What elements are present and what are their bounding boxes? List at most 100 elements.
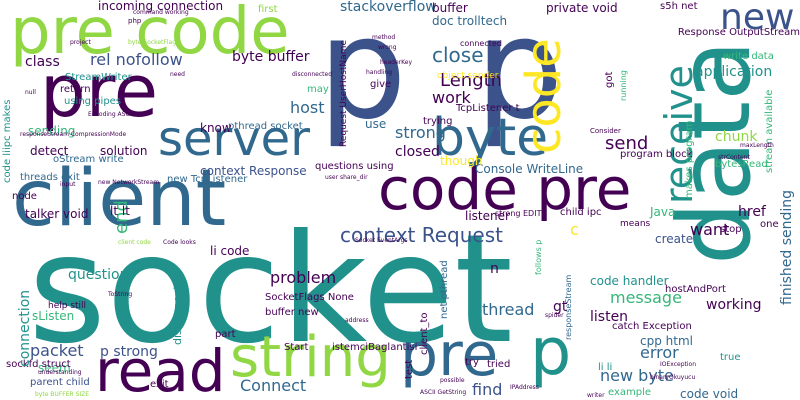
cloud-word-catch-exception: catch Exception xyxy=(612,321,692,332)
cloud-word-give: give xyxy=(370,79,392,90)
cloud-word-want: want xyxy=(690,220,730,239)
cloud-word-tried: tried xyxy=(487,359,511,370)
cloud-word-true: true xyxy=(720,352,741,363)
cloud-word-s5h-net: s5h net xyxy=(660,1,698,12)
cloud-word-context-request: context Request xyxy=(340,223,503,247)
cloud-word-understanding: understanding xyxy=(38,369,82,376)
cloud-word-possible: possible xyxy=(440,377,465,384)
cloud-word-hostandport: hostAndPort xyxy=(665,284,726,295)
cloud-word-thread: thread xyxy=(482,300,535,319)
cloud-word-tostring: ToString xyxy=(108,291,133,298)
cloud-word-code-pre: code pre xyxy=(378,155,632,223)
cloud-word-project: project xyxy=(70,39,91,46)
cloud-word-istemcibaglantisi: istemciBaglantisi xyxy=(332,342,418,353)
cloud-word-ipc-makes: ipc makes xyxy=(2,99,13,150)
cloud-word-null: null xyxy=(25,89,36,96)
cloud-word-means: means xyxy=(620,219,651,229)
cloud-word-follows-p: follows p xyxy=(534,239,543,275)
cloud-word-strcontent: strContent xyxy=(718,154,750,161)
cloud-word-message: message xyxy=(610,288,682,307)
cloud-word-responsestream-compressionmode: responseStream CompressionMode xyxy=(20,131,127,138)
cloud-word-consider: Consider xyxy=(590,127,621,135)
cloud-word-class: class xyxy=(25,54,60,70)
cloud-word-code-li: code li xyxy=(2,150,13,183)
cloud-word-request-userhostname: Request UserHostName xyxy=(339,40,349,147)
cloud-word-encoding-ascii: Encoding ASCII xyxy=(88,111,134,118)
cloud-word-buffer: buffer xyxy=(432,1,468,15)
cloud-word-cpp-html: cpp html xyxy=(640,334,693,348)
cloud-word-headerkey: headerKey xyxy=(380,59,413,66)
cloud-word-writer: writer xyxy=(587,392,605,399)
cloud-word-one: one xyxy=(760,219,779,230)
cloud-word-command-working: command working xyxy=(133,9,189,16)
cloud-word-sockfd-struct: sockfd struct xyxy=(6,359,71,370)
cloud-word-streamwriter: StreamWriter xyxy=(65,72,132,83)
cloud-word-start: Start xyxy=(284,342,309,353)
cloud-word-disconnect: disconnect xyxy=(171,285,184,345)
cloud-word-closed: closed xyxy=(395,144,440,160)
cloud-word-connected: connected xyxy=(460,39,502,48)
cloud-word-ascii-getstring: ASCII GetString xyxy=(420,389,467,396)
cloud-word-sending: sending xyxy=(28,124,76,138)
cloud-word-context-response: context Response xyxy=(200,164,307,178)
cloud-word-spider: spider xyxy=(545,312,564,319)
cloud-word-listener: listener xyxy=(465,209,510,223)
cloud-word-work: work xyxy=(432,88,471,107)
cloud-word-pthread-socket: pthread socket xyxy=(228,121,303,132)
cloud-word-object-sender: object sender xyxy=(437,71,499,81)
cloud-word-doc-trolltech: doc trolltech xyxy=(432,14,508,28)
cloud-word-new: new xyxy=(720,0,795,38)
cloud-word-socket: socket xyxy=(28,203,514,377)
cloud-word-user-share-dir: user share_dir xyxy=(325,174,368,181)
cloud-word-code-void: code void xyxy=(680,387,739,400)
cloud-word-method: method xyxy=(372,34,396,41)
cloud-word-p: p xyxy=(318,0,407,151)
cloud-word-host: host xyxy=(290,98,325,117)
cloud-word-ioexception: IOException xyxy=(660,361,697,368)
cloud-word-seem: seem xyxy=(38,361,71,375)
cloud-word-create: create xyxy=(655,232,694,246)
cloud-word-bytesread: bytesRead xyxy=(715,159,768,170)
cloud-word-length: Length xyxy=(440,70,503,91)
cloud-word-code-handler: code handler xyxy=(590,274,669,288)
cloud-word-threads-exit: threads exit xyxy=(20,172,80,183)
cloud-word-handling: handling xyxy=(366,69,393,76)
cloud-word-server: server xyxy=(158,111,310,167)
cloud-word-chunk: chunk xyxy=(715,129,758,145)
cloud-word-client: client xyxy=(12,154,227,244)
cloud-word-code-looks: Code looks xyxy=(163,239,196,246)
cloud-word-parent-child: parent child xyxy=(30,377,90,388)
cloud-word-pre: pre xyxy=(400,320,499,390)
cloud-word-connection: connection xyxy=(17,289,33,367)
cloud-word-stop: stop xyxy=(720,224,742,235)
cloud-word-string: string xyxy=(230,325,391,390)
cloud-word-c: c xyxy=(570,220,579,239)
cloud-word-close: close xyxy=(432,43,484,67)
cloud-word-response-outputstream: Response OutputStream xyxy=(677,27,800,38)
cloud-word-may: may xyxy=(307,84,329,95)
cloud-word-client-code: client code xyxy=(118,239,151,246)
cloud-word-pre: pre xyxy=(40,49,159,133)
cloud-word-find: find xyxy=(472,380,503,399)
cloud-word-stackoverflow: stackoverflow xyxy=(340,0,437,15)
cloud-word-socketflags-none: SocketFlags None xyxy=(265,292,354,303)
cloud-word-gt: gt xyxy=(553,299,568,315)
cloud-word-got: got xyxy=(604,71,615,88)
cloud-word-first: first xyxy=(258,4,278,15)
cloud-word-incoming-connection: incoming connection xyxy=(98,0,224,13)
cloud-word-stream-available: stream available xyxy=(764,89,775,173)
cloud-word-slisten: sListen xyxy=(32,309,75,323)
cloud-word-listen: listen xyxy=(590,309,629,325)
cloud-word-application: application xyxy=(695,64,773,80)
cloud-word-byte: byte xyxy=(432,108,549,168)
cloud-word-tcplistener-t: TcpListener t xyxy=(456,103,520,114)
cloud-word-p-strong: p strong xyxy=(100,344,158,360)
cloud-word-error: error xyxy=(640,343,679,362)
cloud-word-need: need xyxy=(170,71,185,78)
cloud-word-new-networkstream: new NetworkStream xyxy=(98,179,160,186)
cloud-word-child-ipc: child ipc xyxy=(560,207,602,218)
cloud-word-help-still: help still xyxy=(48,301,87,311)
cloud-word-client-to: client_to xyxy=(419,312,430,355)
cloud-word-talker-void: talker void xyxy=(25,207,89,221)
